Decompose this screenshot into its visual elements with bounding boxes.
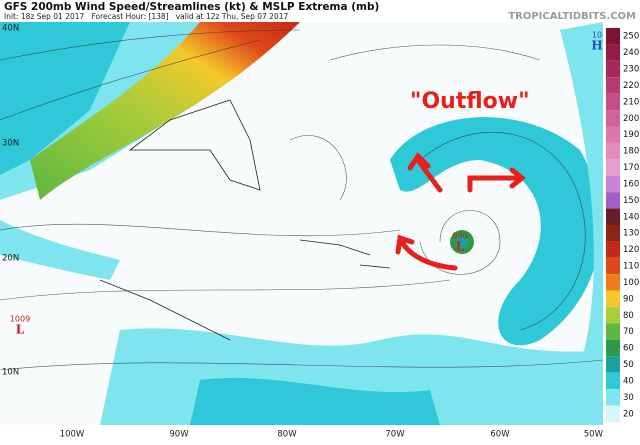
streamline [0,223,401,237]
colorbar-label: 150 [623,196,639,206]
colorbar-swatch [606,142,620,160]
colorbar-swatch [606,323,620,340]
lon-label: 80W [277,430,297,440]
pressure-symbol: L [16,323,25,337]
colorbar-swatch [606,44,620,61]
colorbar-label: 170 [623,163,639,173]
wind-shading [390,117,601,346]
colorbar-swatch [606,241,620,258]
colorbar-swatch [606,60,620,78]
colorbar-swatch [606,290,620,308]
lon-label: 70W [385,430,405,440]
colorbar-swatch [606,307,620,324]
colorbar-swatch [606,192,620,209]
colorbar-label: 160 [623,179,639,189]
colorbar-label: 100 [623,278,639,288]
source: TROPICALTIDBITS.COM [508,11,636,22]
colorbar-label: 130 [623,229,639,239]
streamlines [0,29,603,371]
colorbar-swatch [606,372,620,390]
streamline [419,131,586,331]
colorbar-label: 230 [623,65,639,75]
colorbar-swatch [606,405,620,422]
lon-label: 100W [60,430,85,440]
colorbar-swatch [606,356,620,373]
streamline [419,210,501,275]
streamline [0,279,451,301]
wind-shading [190,377,440,425]
colorbar-label: 30 [623,393,634,403]
colorbar-swatch [606,339,620,357]
streamline [289,135,347,201]
lon-label: 60W [490,430,510,440]
colorbar-swatch [606,126,620,143]
colorbar-label: 120 [623,245,639,255]
colorbar-swatch [606,274,620,291]
colorbar-label: 140 [623,212,639,222]
lon-label: 50W [584,430,604,440]
outflow-arrow [395,234,458,271]
colorbar-label: 20 [623,409,634,419]
map-subtitle: Init: 18z Sep 01 2017 Forecast Hour: [13… [4,12,288,21]
colorbar-label: 190 [623,130,639,140]
coastline [99,239,391,341]
streamline [0,359,603,371]
pressure-symbol: L [456,240,465,254]
jet-stream [30,22,300,200]
colorbar-swatch [606,77,620,94]
colorbar-swatch [606,257,620,275]
lat-label: 30N [2,139,19,149]
pressure-value: 10 [592,31,602,40]
pressure-value: 930 [452,232,467,241]
coastline [128,99,261,191]
colorbar: 250 240 230 220 210 200 190 180 170 160 150 140 130 1… [606,28,639,422]
streamline [329,44,541,61]
wind-shading [560,22,603,420]
streamline [0,39,261,121]
colorbar-label: 180 [623,147,639,157]
colorbar-label: 50 [623,360,634,370]
map-area: "Outflow" [0,22,603,425]
colorbar-label: 220 [623,81,639,91]
longitude-labels: 100W 90W 80W 70W 60W 50W [60,430,604,440]
colorbar-swatch [606,175,620,193]
outflow-arrow [407,152,443,193]
annotation: "Outflow" [410,89,530,114]
lat-label: 20N [2,254,19,264]
colorbar-label: 40 [623,376,634,386]
streamline [0,29,301,61]
lat-label: 40N [2,24,19,34]
outflow-arrow [467,167,527,193]
lon-label: 90W [169,430,189,440]
colorbar-label: 90 [623,294,634,304]
pressure-symbol: H [591,39,602,53]
colorbar-label: 210 [623,97,639,107]
latitude-labels: 40N 30N 20N 10N [2,24,19,378]
colorbar-label: 70 [623,327,634,337]
wind-shading [0,220,120,280]
colorbar-swatch [606,28,620,45]
colorbar-label: 200 [623,114,639,124]
pressure-value: 1009 [10,315,30,324]
colorbar-swatch [606,110,620,127]
colorbar-swatch [606,93,620,111]
colorbar-label: 110 [623,262,639,272]
storm-core [456,236,468,248]
colorbar-label: 240 [623,48,639,58]
wind-shading [0,22,130,175]
colorbar-label: 250 [623,32,639,42]
colorbar-label: 60 [623,344,634,354]
colorbar-label: 80 [623,311,634,321]
lat-label: 10N [2,368,19,378]
colorbar-swatch [606,159,620,176]
map-title: GFS 200mb Wind Speed/Streamlines (kt) & … [4,1,379,13]
colorbar-swatch [606,389,620,406]
colorbar-swatch [606,225,620,242]
colorbar-swatch [606,208,620,225]
